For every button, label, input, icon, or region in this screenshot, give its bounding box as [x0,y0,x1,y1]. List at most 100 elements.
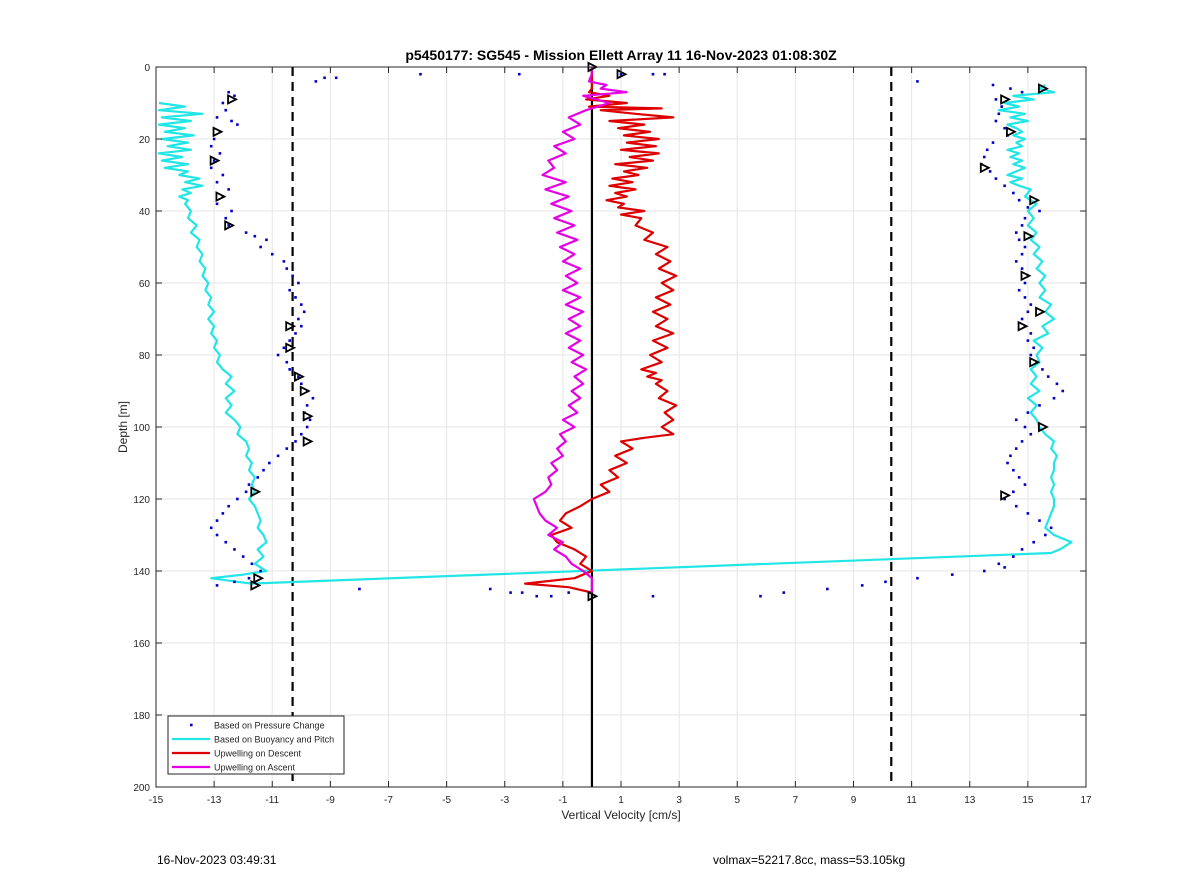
pressure-point [276,454,280,458]
pressure-point [302,310,306,314]
pressure-point [860,584,864,587]
pressure-point [1049,526,1053,530]
pressure-point [517,72,521,76]
pressure-point [520,591,524,594]
pressure-point [221,101,225,105]
triangle-marker [299,385,311,397]
x-tick-label: 17 [1080,795,1092,806]
pressure-point [314,80,318,83]
pressure-point [1017,288,1021,292]
pressure-point [1023,281,1027,285]
pressure-point [276,353,280,357]
pressure-point [218,152,222,155]
pressure-point [297,317,300,321]
pressure-point [227,224,230,227]
pressure-point [1006,461,1009,465]
pressure-point [759,594,762,598]
pressure-point [253,234,257,238]
pressure-point [1003,566,1006,569]
pressure-point [300,324,303,328]
pressure-point [1020,267,1024,270]
pressure-point [1000,105,1004,108]
pressure-point [663,72,666,76]
pressure-point [994,177,998,180]
plot-area [157,61,1073,602]
x-tick-label: 7 [793,795,799,806]
pressure-point [305,404,309,407]
x-tick-label: -15 [149,795,164,806]
x-tick-label: 9 [851,795,857,806]
pressure-point [1020,252,1024,256]
pressure-point [233,580,236,584]
pressure-point [826,587,829,591]
pressure-point [1026,339,1030,342]
pressure-point [224,540,228,544]
pressure-point [282,346,286,350]
pressure-point [288,288,291,292]
pressure-point [285,360,289,364]
pressure-point [1026,512,1030,515]
triangle-marker [212,126,224,138]
pressure-point [270,252,274,256]
pressure-point [619,72,623,76]
pressure-point [221,173,225,177]
triangle-marker [1020,270,1032,282]
triangle-marker [227,93,239,105]
y-tick-label: 40 [139,207,151,218]
legend-entry: Upwelling on Descent [214,749,302,759]
pressure-point [1044,533,1047,537]
x-axis-label: Vertical Velocity [cm/s] [561,808,680,822]
pressure-point [282,260,286,263]
pressure-point [268,461,271,465]
pressure-point [288,368,291,371]
pressure-point [994,119,998,123]
pressure-point [247,576,251,580]
pressure-point [215,519,219,522]
triangle-marker [215,191,227,203]
pressure-point [782,591,786,594]
pressure-point [323,76,326,80]
pressure-point [1032,540,1035,544]
x-tick-label: -11 [265,795,279,806]
pressure-point [1038,519,1041,522]
y-tick-label: 140 [133,567,150,578]
pressure-point [233,548,236,551]
pressure-point [294,440,297,443]
pressure-point [311,396,315,400]
pressure-point [651,594,655,598]
triangle-marker [302,435,314,447]
pressure-point [884,580,887,584]
pressure-point [1014,260,1018,263]
pressure-point [1017,238,1021,242]
x-tick-label: 5 [734,795,740,806]
pressure-point [1038,404,1041,407]
pressure-point [297,375,300,378]
pressure-point [224,108,228,112]
pressure-point [209,526,213,530]
pressure-point [1023,216,1027,220]
legend-entry: Based on Buoyancy and Pitch [214,735,334,745]
triangle-marker [224,219,236,231]
pressure-point [1038,209,1041,213]
triangle-marker [302,410,314,422]
footer-timestamp: 16-Nov-2023 03:49:31 [157,853,277,867]
pressure-point [215,202,219,206]
pressure-point [1046,375,1050,378]
reference-lines [291,67,893,787]
pressure-point [300,303,303,306]
pressure-point [244,231,248,234]
pressure-point [209,144,213,148]
triangle-marker [1038,83,1049,95]
pressure-point [988,170,992,173]
triangle-marker [294,371,305,383]
pressure-point [1032,346,1035,350]
pressure-point [1012,490,1015,494]
triangle-marker [250,486,262,498]
series-line-upwelling-on-descent [524,67,678,594]
pressure-point [212,137,216,141]
pressure-point [1014,231,1018,234]
x-tick-label: -13 [207,795,222,806]
pressure-point [1023,296,1027,299]
pressure-point [230,119,233,123]
legend-box [167,715,345,775]
